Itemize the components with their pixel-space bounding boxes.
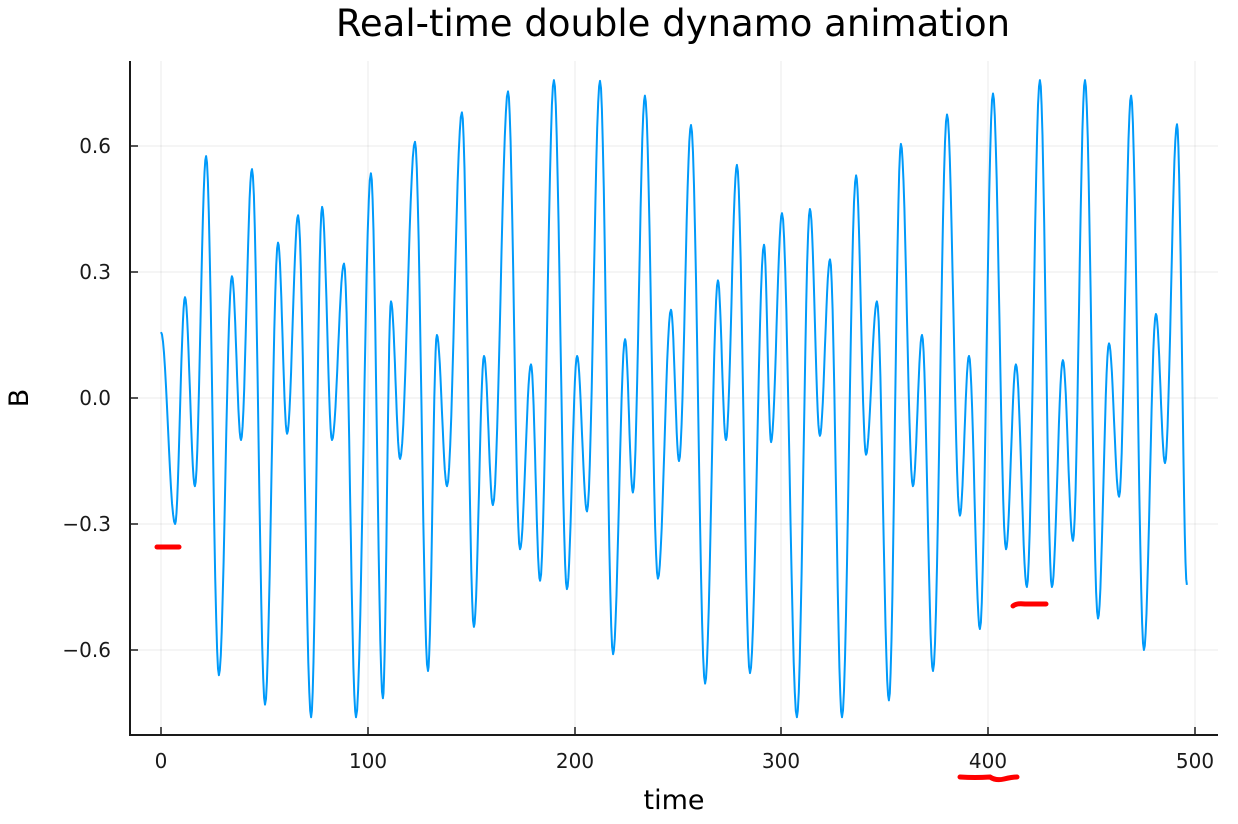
x-tick-label: 0	[155, 749, 168, 773]
grid	[130, 61, 1218, 735]
y-tick-label: −0.3	[62, 512, 111, 536]
y-tick-label: 0.3	[79, 260, 111, 284]
x-axis-label: time	[643, 785, 704, 816]
series-line-B	[160, 79, 1188, 719]
chart-title: Real-time double dynamo animation	[336, 2, 1010, 45]
x-tick-label: 500	[1176, 749, 1214, 773]
x-ticks: 0 100 200 300 400 500	[155, 727, 1214, 773]
y-tick-label: −0.6	[62, 638, 111, 662]
y-tick-label: 0.0	[79, 386, 111, 410]
red-annotations	[154, 544, 1049, 783]
y-tick-label: 0.6	[79, 134, 111, 158]
x-tick-label: 400	[969, 749, 1007, 773]
y-ticks: 0.6 0.3 0.0 −0.3 −0.6	[62, 134, 138, 662]
x-tick-label: 300	[762, 749, 800, 773]
x-tick-label: 200	[556, 749, 594, 773]
red-mark-2	[1010, 601, 1049, 609]
x-tick-label: 100	[349, 749, 387, 773]
y-axis-label: B	[4, 389, 35, 408]
red-mark-3-underline-400	[957, 774, 1020, 783]
